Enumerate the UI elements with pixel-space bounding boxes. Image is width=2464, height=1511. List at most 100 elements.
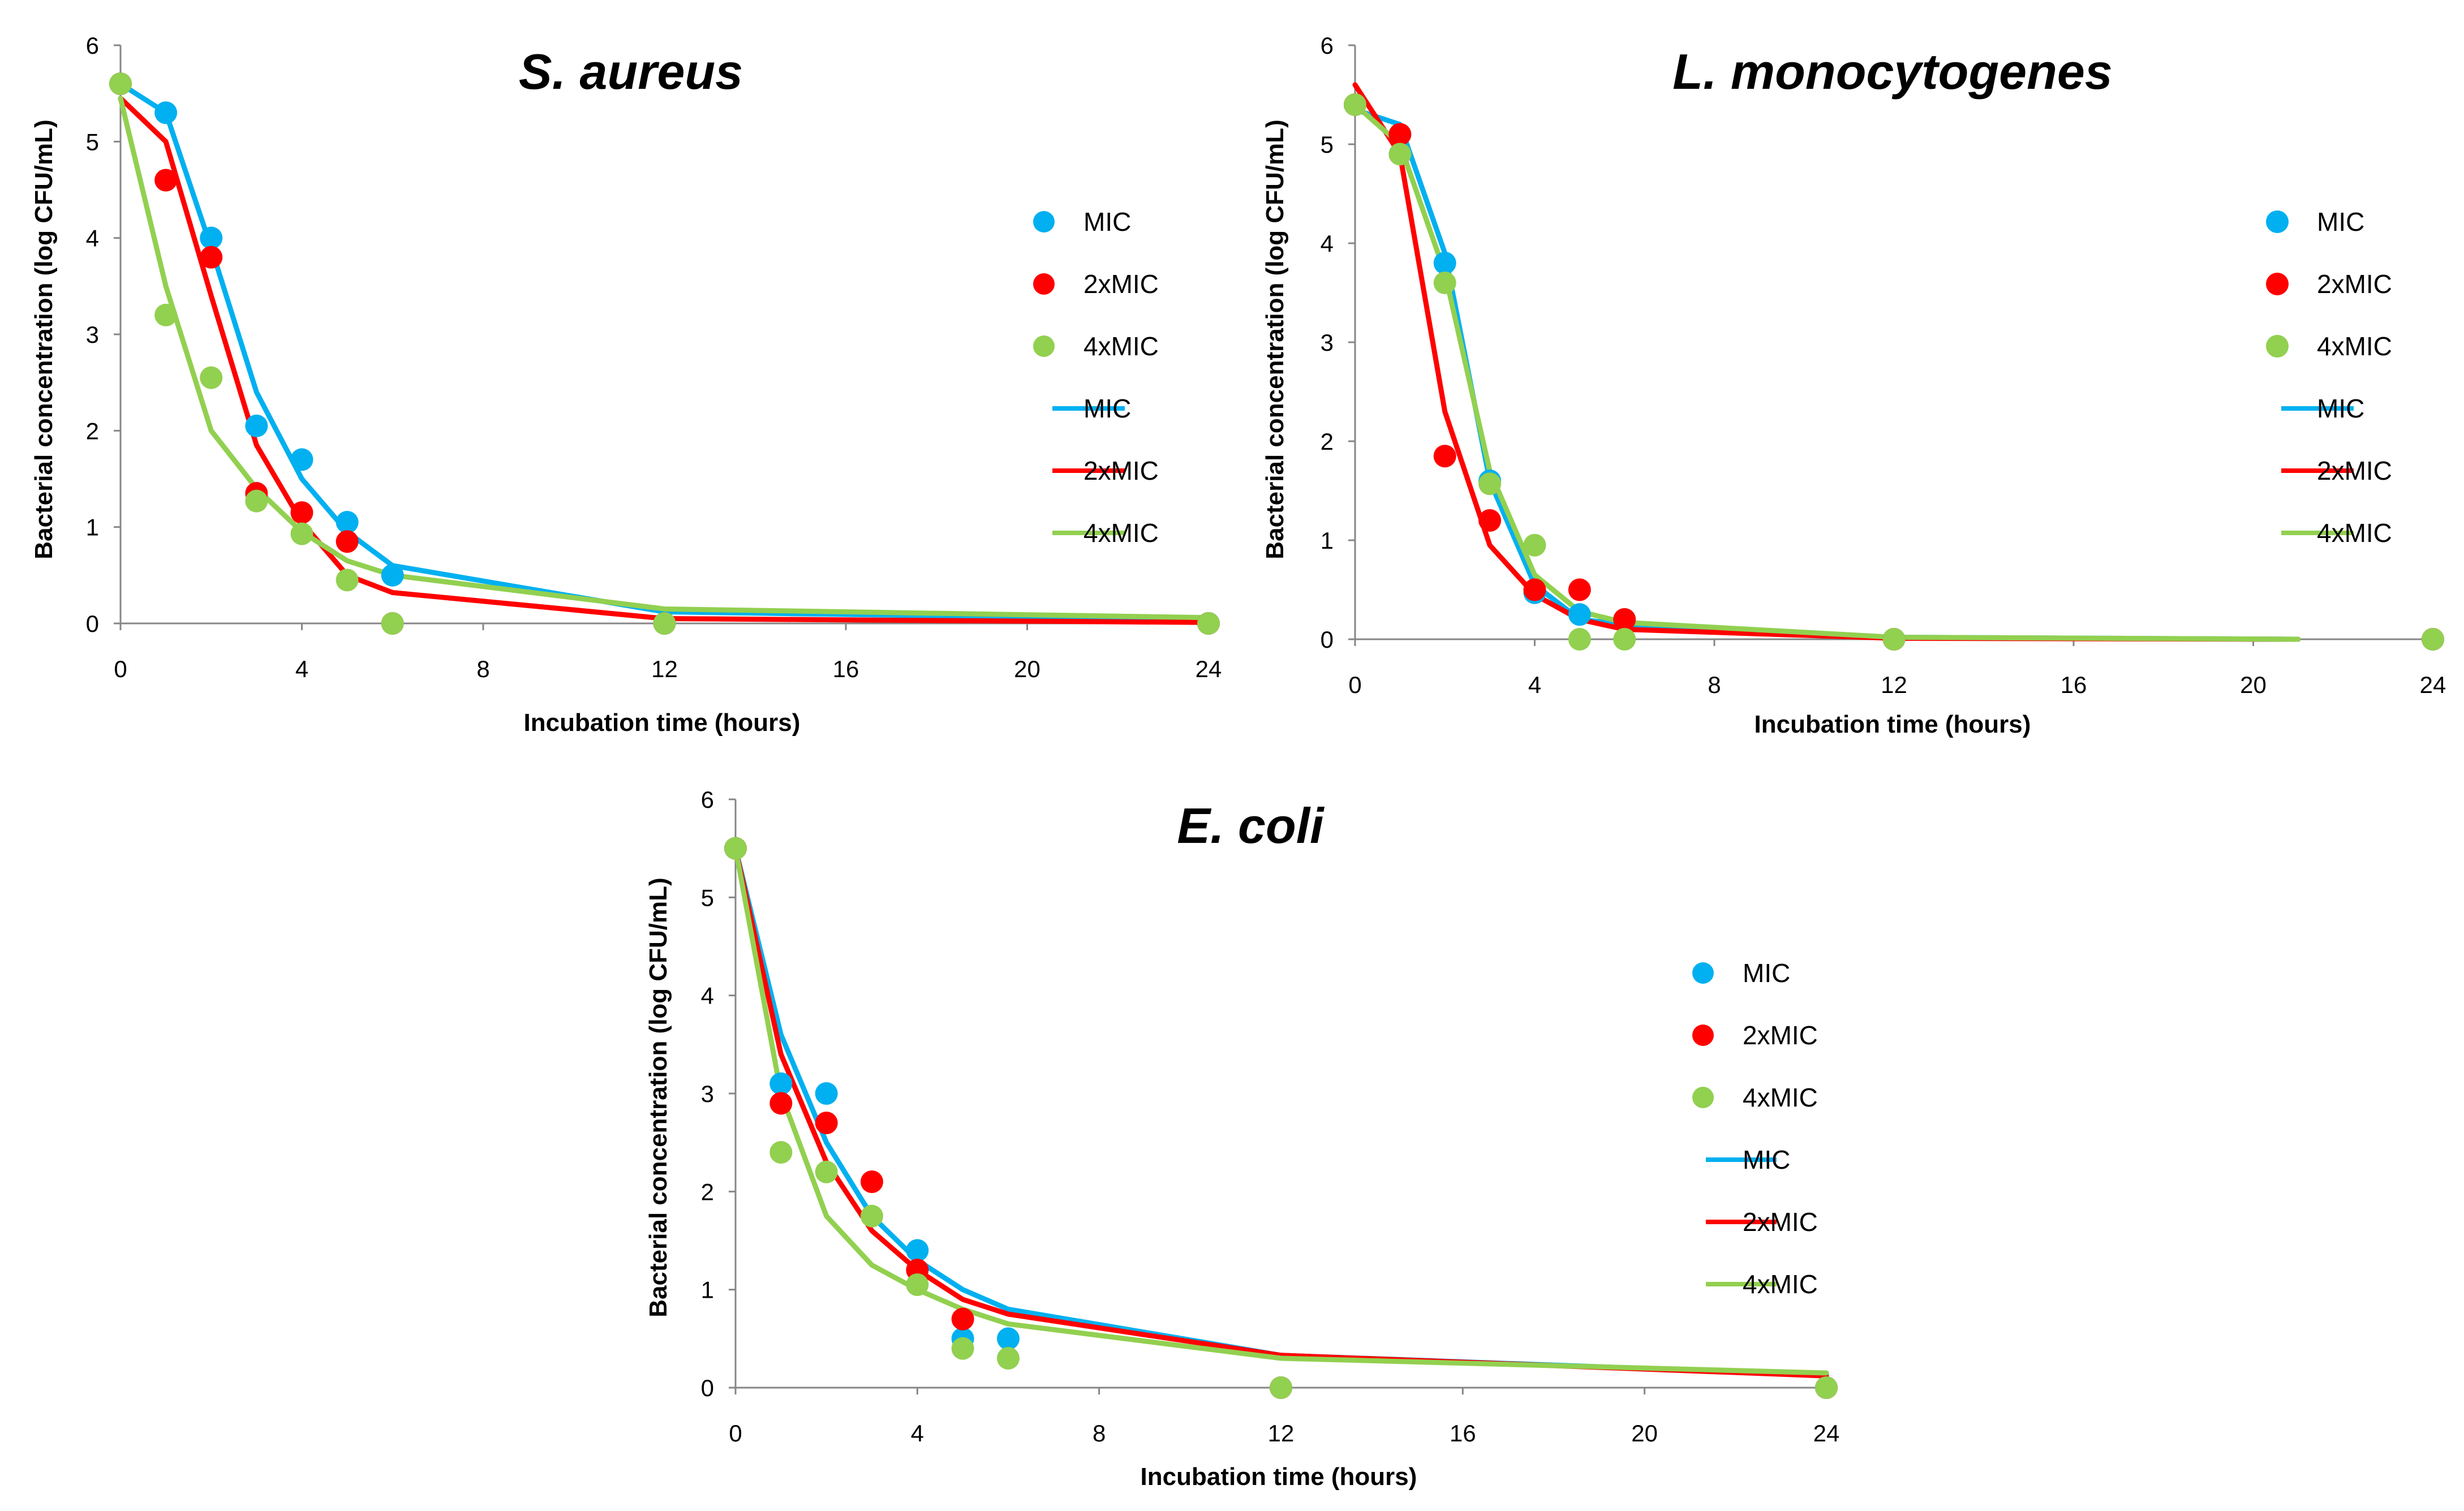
data-point-4xmic <box>1197 612 1220 635</box>
data-point-mic <box>245 414 268 437</box>
y-tick-label: 2 <box>1321 428 1334 455</box>
data-point-4xmic <box>906 1273 929 1296</box>
data-point-mic <box>200 226 223 249</box>
y-tick-label: 5 <box>701 884 714 911</box>
y-tick-label: 0 <box>1321 626 1334 653</box>
data-point-2xmic <box>1613 608 1636 631</box>
legend-label: MIC <box>1083 207 1131 236</box>
legend-label: 4xMIC <box>2317 518 2392 548</box>
legend-marker <box>1033 273 1055 295</box>
data-point-4xmic <box>653 612 676 635</box>
series-line-mic <box>733 846 1829 1377</box>
data-point-4xmic <box>724 837 747 860</box>
data-point-4xmic <box>951 1337 974 1360</box>
series-line-2xmic <box>1352 82 2301 642</box>
x-tick-label: 24 <box>2420 671 2446 698</box>
data-point-2xmic <box>1433 445 1456 468</box>
legend-marker <box>2266 335 2289 358</box>
data-point-4xmic <box>1478 472 1502 496</box>
x-tick-label: 12 <box>1881 671 1907 698</box>
data-point-4xmic <box>997 1347 1020 1370</box>
legend-label: 2xMIC <box>1743 1021 1818 1050</box>
legend-label: MIC <box>1083 394 1131 423</box>
legend-marker <box>1692 962 1714 984</box>
data-point-2xmic <box>290 501 313 524</box>
x-tick-label: 0 <box>729 1420 742 1447</box>
y-tick-label: 0 <box>701 1375 714 1401</box>
data-point-4xmic <box>1270 1376 1292 1399</box>
data-point-mic <box>997 1327 1020 1350</box>
legend-label: 4xMIC <box>1083 332 1159 361</box>
data-point-mic <box>336 511 359 534</box>
y-tick-label: 2 <box>86 417 99 444</box>
x-axis-title: Incubation time (hours) <box>1755 711 2031 738</box>
x-tick-label: 12 <box>1268 1420 1295 1447</box>
legend-label: MIC <box>1743 1145 1790 1174</box>
legend-label: 4xMIC <box>1743 1269 1818 1299</box>
y-tick-label: 6 <box>1321 32 1334 59</box>
data-point-4xmic <box>1882 628 1906 651</box>
data-point-4xmic <box>1433 272 1456 294</box>
data-point-2xmic <box>769 1092 793 1115</box>
data-point-2xmic <box>336 530 359 553</box>
legend-label: MIC <box>2317 394 2364 423</box>
data-point-4xmic <box>2422 628 2444 651</box>
data-point-2xmic <box>1568 578 1591 601</box>
y-axis-title: Bacterial concentration (log CFU/mL) <box>644 877 672 1317</box>
series-line-4xmic <box>1352 102 2301 642</box>
y-tick-label: 4 <box>1321 230 1334 257</box>
x-tick-label: 4 <box>1528 671 1541 698</box>
y-tick-label: 4 <box>86 225 99 252</box>
y-tick-label: 3 <box>701 1080 714 1107</box>
legend-label: 2xMIC <box>2317 456 2392 485</box>
legend-marker <box>2266 273 2289 295</box>
x-tick-label: 24 <box>1196 656 1222 682</box>
data-point-2xmic <box>1478 509 1502 532</box>
chart-title: S. aureus <box>519 44 743 100</box>
data-point-mic <box>381 563 404 587</box>
x-tick-label: 8 <box>476 656 489 682</box>
legend-marker <box>2266 210 2289 233</box>
x-tick-label: 8 <box>1093 1420 1106 1447</box>
data-point-4xmic <box>336 569 359 592</box>
x-tick-label: 20 <box>1014 656 1040 682</box>
y-tick-label: 6 <box>701 786 714 813</box>
legend-label: MIC <box>2317 207 2364 236</box>
data-point-4xmic <box>815 1160 838 1183</box>
legend-label: 4xMIC <box>2317 332 2392 361</box>
x-tick-label: 8 <box>1708 671 1721 698</box>
y-axis-title: Bacterial concentration (log CFU/mL) <box>1261 119 1289 559</box>
legend-label: 2xMIC <box>1083 456 1159 485</box>
y-tick-label: 2 <box>701 1178 714 1205</box>
data-point-4xmic <box>1523 533 1546 557</box>
y-tick-label: 1 <box>701 1277 714 1303</box>
y-axis-title: Bacterial concentration (log CFU/mL) <box>30 119 58 559</box>
data-point-2xmic <box>815 1112 838 1134</box>
y-tick-label: 5 <box>1321 131 1334 158</box>
data-point-2xmic <box>1523 578 1546 601</box>
data-point-4xmic <box>1388 143 1412 166</box>
data-point-4xmic <box>200 366 223 389</box>
legend-marker <box>1692 1087 1714 1108</box>
series-line-4xmic <box>118 96 1211 621</box>
legend-marker <box>1692 1024 1714 1046</box>
data-point-mic <box>1568 603 1591 626</box>
data-point-4xmic <box>1815 1376 1838 1399</box>
y-tick-label: 5 <box>86 128 99 155</box>
x-axis-title: Incubation time (hours) <box>524 709 801 737</box>
series-line-2xmic <box>733 846 1829 1379</box>
x-tick-label: 16 <box>833 656 859 682</box>
legend-marker <box>1033 335 1055 357</box>
data-point-mic <box>1433 252 1456 274</box>
y-tick-label: 4 <box>701 983 714 1009</box>
data-point-4xmic <box>861 1204 883 1228</box>
x-tick-label: 12 <box>651 656 678 682</box>
x-tick-label: 0 <box>114 656 127 682</box>
x-tick-label: 4 <box>295 656 308 682</box>
x-tick-label: 16 <box>1450 1420 1476 1447</box>
data-point-4xmic <box>245 489 268 513</box>
data-point-2xmic <box>861 1170 883 1193</box>
